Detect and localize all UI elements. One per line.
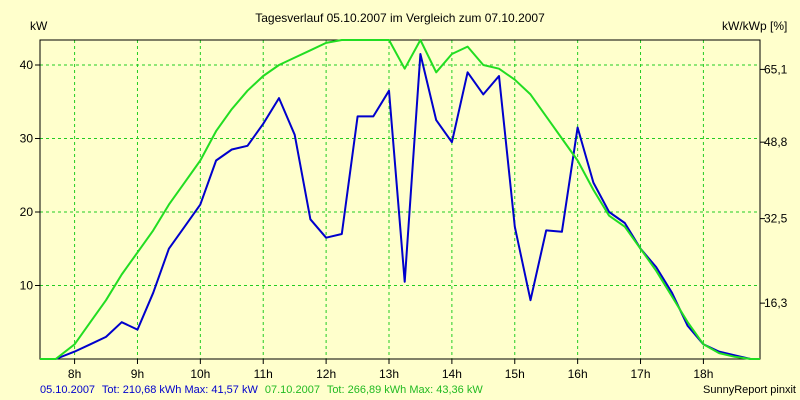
y-tick-label-right: 16,3 [764, 296, 788, 310]
y-axis-left: 10 20 30 40 [20, 58, 40, 292]
x-tick-label: 13h [379, 367, 399, 381]
x-tick-label: 9h [131, 367, 144, 381]
legend-day1-date: 05.10.2007 [40, 384, 95, 396]
y-tick-label-right: 48,8 [764, 135, 788, 149]
y-tick-label-left: 40 [20, 58, 34, 72]
y-tick-label-right: 32,5 [764, 212, 788, 226]
y-axis-right: 16,3 32,5 48,8 65,1 [760, 62, 788, 310]
x-tick-label: 8h [68, 367, 81, 381]
x-axis: 8h 9h 10h 11h 12h 13h 14h 15h 16h 17h 18h [68, 359, 713, 381]
y-axis-label-left: kW [30, 19, 48, 33]
grid [40, 40, 760, 359]
x-tick-label: 18h [693, 367, 713, 381]
series-line-2 [40, 39, 760, 360]
legend-day2-summary: Tot: 266,89 kWh Max: 43,36 kW [327, 384, 484, 396]
x-tick-label: 10h [190, 367, 210, 381]
y-axis-label-right: kW/kWp [%] [722, 19, 787, 33]
y-tick-label-right: 65,1 [764, 62, 788, 76]
x-tick-label: 14h [442, 367, 462, 381]
series-group [40, 39, 760, 360]
x-tick-label: 16h [568, 367, 588, 381]
plot-frame [39, 39, 761, 360]
legend-day2-date: 07.10.2007 [265, 384, 320, 396]
y-tick-label-left: 10 [20, 278, 34, 292]
x-tick-label: 17h [631, 367, 651, 381]
legend-day1-summary: Tot: 210,68 kWh Max: 41,57 kW [102, 384, 259, 396]
footer-credit: SunnyReport pinxit [703, 384, 796, 396]
x-tick-label: 12h [316, 367, 336, 381]
x-tick-label: 15h [505, 367, 525, 381]
y-tick-label-left: 30 [20, 131, 34, 145]
y-tick-label-left: 20 [20, 205, 34, 219]
chart-title: Tagesverlauf 05.10.2007 im Vergleich zum… [255, 11, 545, 25]
footer-legend: 05.10.2007 Tot: 210,68 kWh Max: 41,57 kW… [40, 384, 483, 396]
x-tick-label: 11h [254, 367, 273, 381]
